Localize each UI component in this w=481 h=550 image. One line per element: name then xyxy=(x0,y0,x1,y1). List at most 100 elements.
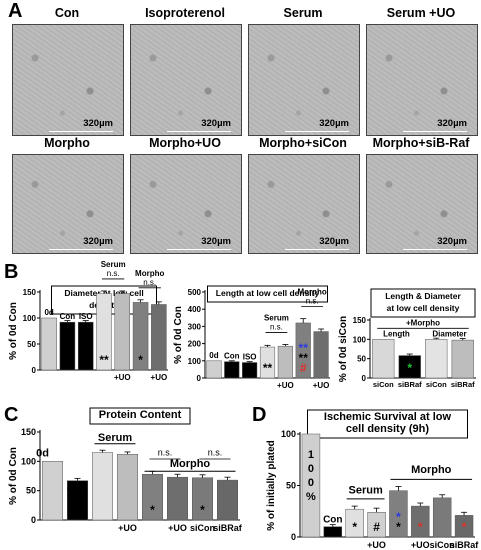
y-tick-label: 50 xyxy=(286,481,296,491)
bar xyxy=(114,293,131,371)
micrograph-title: Morpho xyxy=(44,136,90,150)
category-label: siCon xyxy=(373,380,394,389)
y-tick-label: 200 xyxy=(188,340,202,349)
significance-mark: * xyxy=(407,361,412,375)
micrograph-title: Serum xyxy=(283,6,323,20)
chart-title-box xyxy=(89,407,191,425)
uo-label: +UO xyxy=(277,381,294,390)
significance-mark: * xyxy=(396,520,401,534)
chart-title: Length at low cell density xyxy=(216,288,320,298)
y-tick-label: 0 xyxy=(32,366,37,375)
micrograph-image: 320µm xyxy=(366,24,478,136)
uo-label: +UO xyxy=(367,540,386,550)
significance-mark: ** xyxy=(99,353,109,367)
uo-label: siBRaf xyxy=(213,523,243,533)
in-bar-label: 0 xyxy=(308,477,314,489)
y-tick-label: 0 xyxy=(291,532,296,542)
bar xyxy=(242,362,258,379)
uo-label: siBRaf xyxy=(450,540,480,550)
category-label: 0d xyxy=(209,351,218,360)
y-axis-label: % of 0d Con xyxy=(173,306,184,364)
scale-bar-label: 320µm xyxy=(437,118,467,129)
micrograph-title: Serum +UO xyxy=(386,6,456,20)
significance-mark: ** xyxy=(299,341,309,355)
group-label: Serum xyxy=(349,485,383,497)
scale-bar xyxy=(403,131,467,132)
micrograph-image: 320µm xyxy=(130,24,242,136)
bar xyxy=(59,321,76,371)
bar xyxy=(167,476,188,521)
uo-label: +UO xyxy=(114,373,131,382)
bar xyxy=(217,479,238,521)
y-tick-label: 50 xyxy=(27,340,36,349)
bar xyxy=(41,317,57,371)
group-label: Morpho xyxy=(411,464,452,476)
bar xyxy=(277,345,293,379)
significance-mark: ** xyxy=(299,351,309,365)
y-tick-label: 150 xyxy=(353,316,367,325)
category-label: siBRaf xyxy=(451,380,475,389)
y-axis-label: % of initially plated xyxy=(266,440,277,531)
in-bar-label: 1 xyxy=(308,449,314,461)
scale-bar xyxy=(167,131,231,132)
sub-label: Length xyxy=(383,329,410,338)
uo-label: +UO xyxy=(118,523,137,533)
group-label: Morpho xyxy=(135,269,164,278)
bar xyxy=(323,526,343,538)
scale-bar xyxy=(403,249,467,250)
ns-label: n.s. xyxy=(158,447,173,457)
y-tick-label: 50 xyxy=(26,486,36,496)
scale-bar xyxy=(49,131,113,132)
bar xyxy=(151,304,167,371)
category-label: Con xyxy=(224,352,240,361)
uo-label: +UO xyxy=(313,381,330,390)
scale-bar-label: 320µm xyxy=(83,118,113,129)
chart-title: Protein Content xyxy=(99,409,182,421)
y-tick-label: 150 xyxy=(21,427,36,437)
y-tick-label: 0 xyxy=(197,374,202,383)
bar xyxy=(224,361,240,379)
scale-bar xyxy=(285,131,349,132)
micrograph-image: 320µm xyxy=(130,154,242,254)
uo-label: +UO xyxy=(411,540,430,550)
micrograph-title: Isoproterenol xyxy=(145,6,225,20)
y-tick-label: 400 xyxy=(188,305,202,314)
significance-mark: * xyxy=(462,520,467,534)
y-tick-label: 0 xyxy=(31,515,36,525)
significance-mark: * xyxy=(396,510,401,524)
y-axis-label: % of 0d Con xyxy=(8,302,19,360)
bar xyxy=(301,433,321,538)
chart-title-box xyxy=(370,288,476,318)
scale-bar xyxy=(167,249,231,250)
group-label: Morpho xyxy=(170,458,211,470)
group-label: +Morpho xyxy=(406,318,440,327)
category-label: ISO xyxy=(79,312,93,321)
panel-b-letter: B xyxy=(4,261,19,283)
chart-title: at low cell density xyxy=(387,303,460,313)
category-label: 0d xyxy=(44,308,53,317)
chart-title-box xyxy=(307,409,468,439)
category-label: Con xyxy=(60,312,76,321)
bar xyxy=(313,331,329,379)
micrograph-image: 320µm xyxy=(12,24,124,136)
bar xyxy=(432,497,452,538)
group-label: Serum xyxy=(264,313,289,322)
significance-mark: ** xyxy=(263,361,273,375)
micrograph-title: Morpho+siB-Raf xyxy=(372,136,470,150)
chart-title: cell density (9h) xyxy=(346,423,429,435)
bar xyxy=(425,339,448,379)
bar xyxy=(42,461,63,521)
y-tick-label: 0 xyxy=(362,374,367,383)
significance-mark: * xyxy=(200,503,205,517)
significance-mark: ** xyxy=(73,503,83,517)
y-tick-label: 100 xyxy=(281,429,296,439)
significance-mark: * xyxy=(352,520,357,534)
significance-mark: # xyxy=(373,520,380,534)
panel-c-letter: C xyxy=(4,404,19,426)
uo-label: siCon xyxy=(190,523,215,533)
ns-label: n.s. xyxy=(208,447,223,457)
group-label: Morpho xyxy=(297,288,326,297)
scale-bar-label: 320µm xyxy=(437,236,467,247)
category-label: Con xyxy=(67,483,89,495)
